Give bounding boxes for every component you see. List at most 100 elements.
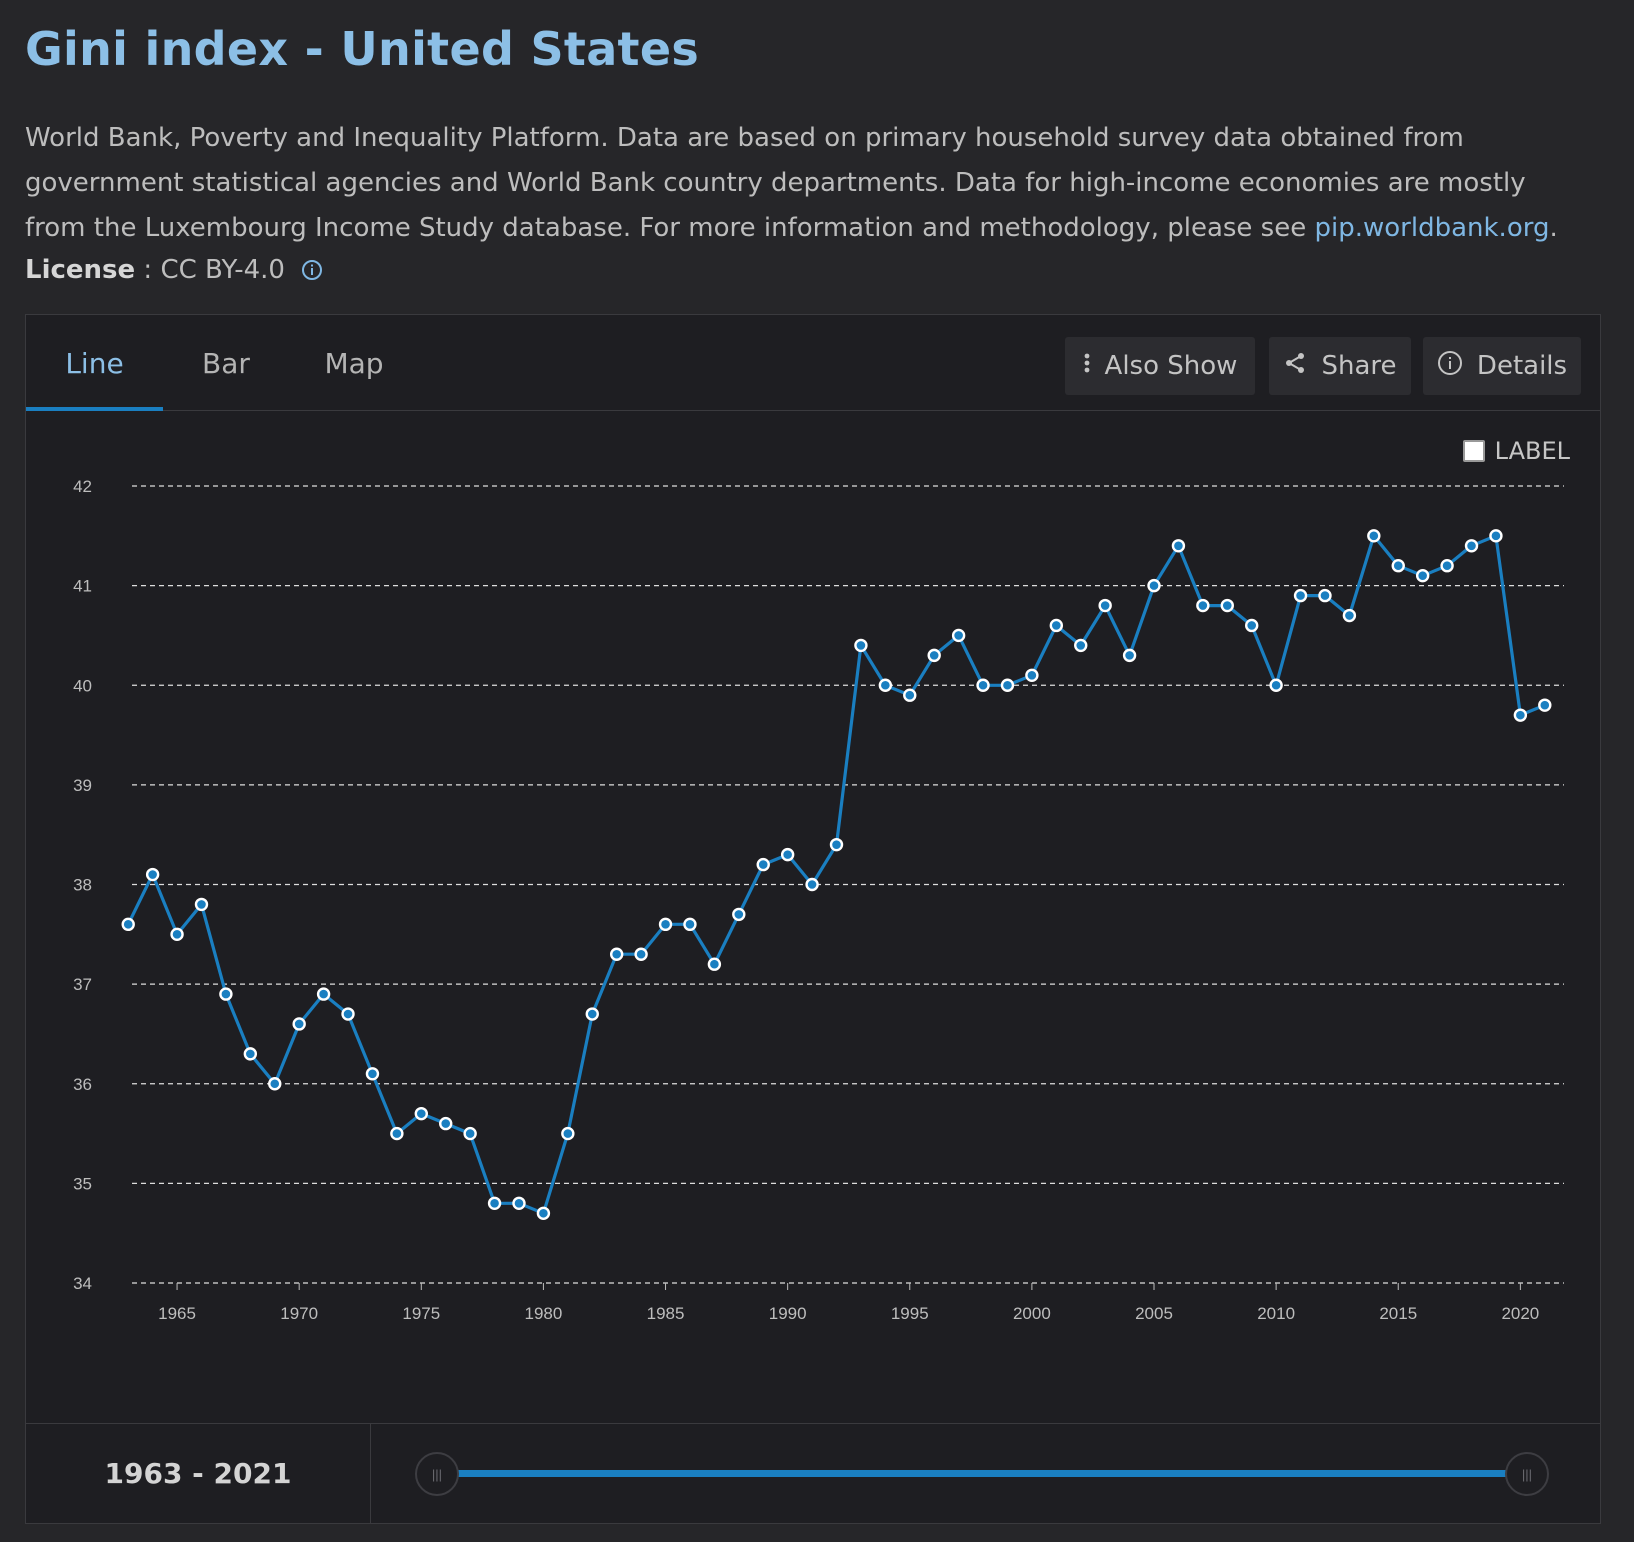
x-tick-label: 1995 (891, 1304, 929, 1323)
range-end-handle[interactable]: ||| (1505, 1452, 1549, 1496)
data-point (609, 947, 624, 961)
data-point (1245, 618, 1259, 633)
data-point (316, 987, 331, 1001)
data-point (292, 1017, 306, 1031)
data-point (707, 957, 722, 971)
data-point (268, 1077, 282, 1091)
data-point (854, 638, 868, 653)
data-point (1293, 588, 1308, 603)
license-label: License (25, 255, 136, 285)
range-footer: 1963 - 2021 ||| ||| (26, 1423, 1600, 1523)
also-show-label: Also Show (1104, 351, 1238, 381)
data-point (121, 917, 135, 932)
data-point (732, 907, 746, 922)
y-tick-label: 41 (73, 577, 92, 596)
data-point (1000, 678, 1015, 692)
x-tick-label: 1985 (647, 1304, 685, 1323)
data-point (463, 1126, 477, 1141)
tab-map[interactable]: Map (324, 347, 384, 380)
x-tick-label: 1990 (769, 1304, 807, 1323)
data-point (1122, 648, 1137, 663)
data-point (805, 877, 819, 892)
x-tick-label: 2010 (1257, 1304, 1295, 1323)
x-tick-label: 2000 (1013, 1304, 1051, 1323)
x-tick-label: 1975 (402, 1304, 440, 1323)
view-tabs: Line Bar Map Also Show Share Details (26, 315, 1600, 411)
data-point (1489, 529, 1503, 543)
data-point (1098, 598, 1112, 613)
data-point (512, 1196, 526, 1210)
tab-bar[interactable]: Bar (202, 347, 250, 380)
license-sep: : (135, 255, 161, 285)
label-checkbox[interactable] (1462, 440, 1485, 462)
series-line (126, 534, 1546, 1215)
description-end: . (1549, 213, 1558, 243)
share-button[interactable]: Share (1269, 337, 1411, 395)
data-point (1074, 638, 1088, 653)
details-label: Details (1476, 351, 1568, 381)
range-slider-track[interactable] (436, 1470, 1526, 1477)
y-tick-label: 34 (73, 1274, 92, 1293)
data-point (243, 1047, 258, 1061)
x-tick-label: 1970 (280, 1304, 318, 1323)
data-point (536, 1206, 551, 1220)
data-point (414, 1106, 428, 1121)
description: World Bank, Poverty and Inequality Platf… (25, 116, 1585, 251)
y-tick-label: 42 (73, 477, 92, 496)
data-point (341, 1007, 355, 1021)
data-point (1049, 618, 1064, 633)
data-point (1147, 578, 1161, 593)
info-icon[interactable] (301, 259, 323, 281)
data-point (683, 917, 697, 932)
data-point (976, 678, 990, 692)
label-toggle[interactable]: LABEL (1462, 437, 1570, 465)
share-icon (1283, 351, 1307, 382)
license-value: CC BY-4.0 (160, 255, 285, 285)
also-show-button[interactable]: Also Show (1065, 337, 1255, 395)
data-point (634, 947, 648, 961)
x-tick-label: 1980 (525, 1304, 563, 1323)
x-tick-label: 2020 (1501, 1304, 1539, 1323)
data-point (1269, 678, 1283, 692)
data-point (1391, 558, 1405, 573)
license-row: License : CC BY-4.0 (25, 255, 323, 285)
data-point (1220, 598, 1234, 613)
data-point (561, 1126, 575, 1141)
data-point (1440, 558, 1454, 573)
data-point (194, 897, 209, 912)
data-point (1318, 588, 1332, 603)
source-link[interactable]: pip.worldbank.org (1314, 213, 1550, 243)
data-point (1196, 598, 1210, 613)
x-tick-label: 1965 (158, 1304, 196, 1323)
share-label: Share (1321, 351, 1397, 381)
data-point (1342, 608, 1357, 623)
data-point (1171, 539, 1186, 553)
details-button[interactable]: Details (1423, 337, 1581, 395)
page-title: Gini index - United States (25, 22, 700, 76)
data-point (1025, 668, 1039, 682)
y-tick-label: 36 (73, 1075, 92, 1094)
x-tick-label: 2015 (1379, 1304, 1417, 1323)
x-tick-label: 2005 (1135, 1304, 1173, 1323)
data-point (145, 867, 160, 882)
info-circle-icon (1437, 350, 1463, 383)
data-point (1367, 529, 1381, 543)
data-point (829, 837, 844, 852)
label-toggle-text: LABEL (1494, 437, 1570, 465)
description-text: World Bank, Poverty and Inequality Platf… (25, 123, 1526, 243)
data-point (365, 1067, 380, 1081)
line-chart: 34 35 36 37 38 39 40 41 42 1965 1970 1975 1980 1985 19… (73, 477, 1564, 1323)
year-range-label: 1963 - 2021 (26, 1424, 371, 1523)
tab-line[interactable]: Line (26, 335, 163, 411)
data-point (219, 987, 233, 1001)
data-point (1538, 698, 1552, 712)
chart-panel: Line Bar Map Also Show Share Details LAB… (25, 314, 1601, 1524)
data-point (756, 857, 770, 872)
y-tick-label: 35 (73, 1174, 92, 1193)
data-point (390, 1126, 404, 1141)
range-start-handle[interactable]: ||| (415, 1452, 459, 1496)
data-point (1513, 708, 1528, 722)
y-tick-label: 40 (73, 676, 92, 695)
data-point (170, 927, 184, 942)
more-vertical-icon (1083, 351, 1091, 382)
